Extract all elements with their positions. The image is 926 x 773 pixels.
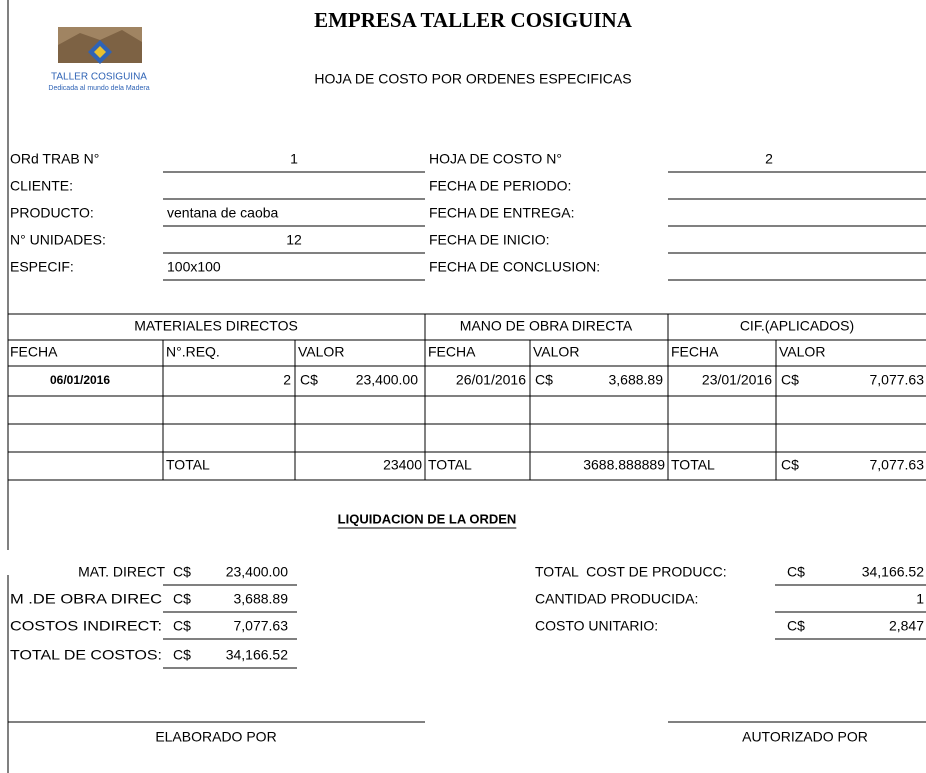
cell: C$ xyxy=(300,372,318,388)
info-label: CLIENTE: xyxy=(10,178,73,194)
info-label: PRODUCTO: xyxy=(10,205,94,221)
title: EMPRESA TALLER COSIGUINA xyxy=(314,8,633,32)
column-header: VALOR xyxy=(779,344,825,360)
total-cell: TOTAL xyxy=(428,457,472,473)
cell: 06/01/2016 xyxy=(50,373,110,387)
info-value: 1 xyxy=(290,151,298,167)
liq-label: CANTIDAD PRODUCIDA: xyxy=(535,591,698,607)
column-header: N°.REQ. xyxy=(166,344,220,360)
column-header: VALOR xyxy=(533,344,579,360)
liq-currency: C$ xyxy=(787,618,805,634)
cell: 26/01/2016 xyxy=(456,372,526,388)
info-value: 2 xyxy=(765,151,773,167)
info-label: FECHA DE CONCLUSION: xyxy=(429,259,600,275)
info-label: ORd TRAB N° xyxy=(10,151,99,167)
signature-label: AUTORIZADO POR xyxy=(742,729,868,745)
cell: 23/01/2016 xyxy=(702,372,772,388)
liq-currency: C$ xyxy=(173,591,191,607)
group-header: MATERIALES DIRECTOS xyxy=(134,318,298,334)
liq-currency: C$ xyxy=(173,564,191,580)
total-cell: 3688.888889 xyxy=(583,457,665,473)
column-header: FECHA xyxy=(428,344,476,360)
logo-tagline: Dedicada al mundo dela Madera xyxy=(48,85,149,92)
liq-value: 1 xyxy=(916,591,924,607)
liq-value: 23,400.00 xyxy=(226,564,288,580)
signature-label: ELABORADO POR xyxy=(155,729,276,745)
total-cell: 7,077.63 xyxy=(870,457,925,473)
info-label: ESPECIF: xyxy=(10,259,74,275)
total-cell: C$ xyxy=(781,457,799,473)
liq-value: 3,688.89 xyxy=(234,591,289,607)
liq-currency: C$ xyxy=(787,564,805,580)
liq-label: M .DE OBRA DIREC xyxy=(10,591,162,607)
column-header: VALOR xyxy=(298,344,344,360)
total-cell: 23400 xyxy=(383,457,422,473)
cell: C$ xyxy=(781,372,799,388)
cell: 2 xyxy=(283,372,291,388)
cell: C$ xyxy=(535,372,553,388)
liq-label: COSTOS INDIRECT: xyxy=(10,618,162,634)
subtitle: HOJA DE COSTO POR ORDENES ESPECIFICAS xyxy=(314,71,631,87)
column-header: FECHA xyxy=(671,344,719,360)
info-value: 12 xyxy=(286,232,302,248)
liq-value: 34,166.52 xyxy=(226,647,288,663)
liq-currency: C$ xyxy=(173,618,191,634)
group-header: CIF.(APLICADOS) xyxy=(740,318,854,334)
info-label: HOJA DE COSTO N° xyxy=(429,151,562,167)
group-header: MANO DE OBRA DIRECTA xyxy=(460,318,633,334)
logo-name: TALLER COSIGUINA xyxy=(51,72,147,83)
cell: 7,077.63 xyxy=(870,372,925,388)
section-title: LIQUIDACION DE LA ORDEN xyxy=(338,511,517,526)
liq-currency: C$ xyxy=(173,647,191,663)
info-label: FECHA DE PERIODO: xyxy=(429,178,571,194)
liq-label: MAT. DIRECT xyxy=(78,564,165,580)
liq-label: COSTO UNITARIO: xyxy=(535,618,658,634)
info-label: FECHA DE ENTREGA: xyxy=(429,205,574,221)
liq-label: TOTAL DE COSTOS: xyxy=(10,647,162,663)
info-label: N° UNIDADES: xyxy=(10,232,106,248)
liq-value: 7,077.63 xyxy=(234,618,289,634)
info-label: FECHA DE INICIO: xyxy=(429,232,550,248)
liq-label: TOTAL COST DE PRODUCC: xyxy=(535,564,727,580)
cell: 23,400.00 xyxy=(356,372,418,388)
column-header: FECHA xyxy=(10,344,58,360)
logo xyxy=(58,27,142,64)
liq-value: 34,166.52 xyxy=(862,564,924,580)
total-cell: TOTAL xyxy=(166,457,210,473)
info-value: ventana de caoba xyxy=(167,205,279,221)
liq-value: 2,847 xyxy=(889,618,924,634)
logo-mark xyxy=(94,46,106,58)
total-cell: TOTAL xyxy=(671,457,715,473)
cell: 3,688.89 xyxy=(609,372,664,388)
info-value: 100x100 xyxy=(167,259,221,275)
